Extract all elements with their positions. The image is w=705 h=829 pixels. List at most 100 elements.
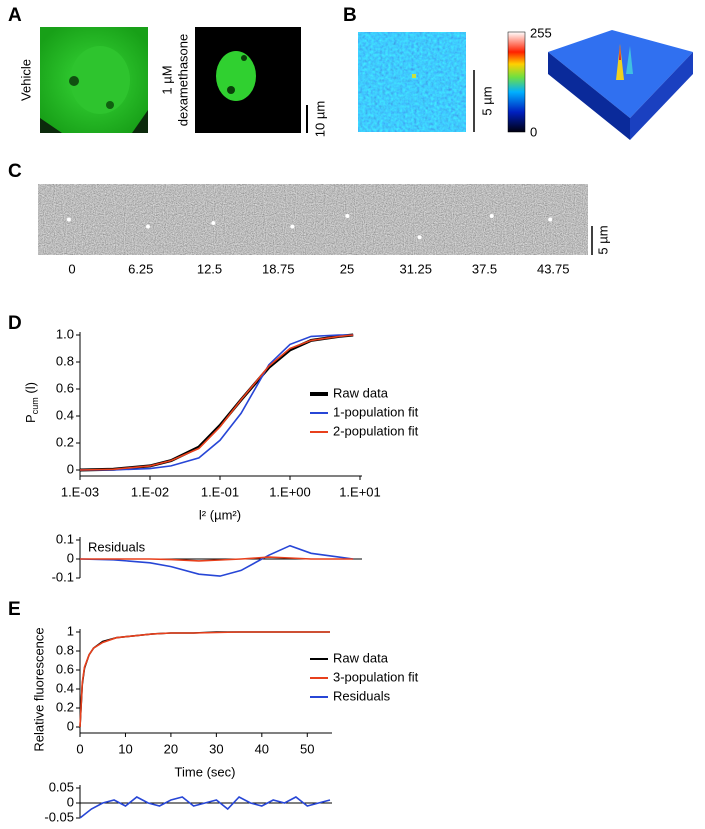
nucleus — [70, 46, 130, 114]
series-line — [79, 796, 331, 819]
surface-peak — [616, 44, 624, 80]
y-tick-label: 0 — [67, 461, 74, 476]
frame — [312, 183, 383, 256]
frame-time: 37.5 — [472, 261, 497, 276]
y-tick-label: 0.2 — [56, 699, 74, 714]
panel-label: B — [343, 5, 357, 26]
legend-label: 2-population fit — [333, 423, 419, 438]
frame — [37, 183, 108, 256]
frame-time: 43.75 — [537, 261, 570, 276]
frame — [106, 183, 176, 256]
x-axis-label: Time (sec) — [175, 764, 236, 779]
y-tick-label: 0.6 — [56, 661, 74, 676]
y-tick-label: 0.6 — [56, 380, 74, 395]
x-tick-label: 30 — [209, 741, 223, 756]
x-tick-label: 50 — [300, 741, 314, 756]
x-tick-label: 1.E-02 — [131, 484, 169, 499]
spot — [69, 76, 79, 86]
y-tick-label: 1.0 — [56, 326, 74, 341]
particle — [66, 217, 71, 222]
panel-label: A — [8, 5, 22, 26]
legend-label: Raw data — [333, 385, 389, 400]
heatmap — [358, 32, 466, 132]
frame-time: 0 — [68, 261, 75, 276]
legend-label: Raw data — [333, 650, 389, 665]
x-axis-label: l² (µm²) — [199, 507, 241, 522]
surface-side — [548, 52, 630, 140]
x-tick-label: 1.E+01 — [339, 484, 381, 499]
particle — [548, 217, 553, 222]
panel-label: D — [8, 313, 22, 334]
spot — [227, 86, 235, 94]
series-line — [79, 631, 330, 728]
frame — [450, 183, 520, 256]
frame-time: 12.5 — [197, 261, 222, 276]
legend-label: 3-population fit — [333, 669, 419, 684]
charts: 0 0.2 0.4 0.6 0.8 1.0 1.E-03 1.E-02 1.E-01 1.E+00… — [23, 326, 418, 824]
particle — [211, 221, 216, 226]
frame — [243, 183, 314, 256]
legend-label: 1-population fit — [333, 404, 419, 419]
series-line — [79, 333, 354, 472]
y-tick-label: 1 — [67, 623, 74, 638]
annotation: Residuals — [88, 539, 146, 554]
spot — [241, 55, 247, 61]
condition-label: Vehicle — [18, 59, 33, 101]
panel-label: E — [8, 599, 21, 620]
particle — [146, 224, 150, 229]
surface-peak — [626, 46, 633, 74]
colorbar — [507, 31, 526, 133]
y-tick-label: 0 — [67, 718, 74, 733]
y-axis-label-part: (l) — [23, 382, 38, 397]
colorbar-label: 0 — [530, 124, 537, 139]
frame — [518, 183, 589, 256]
y-axis-label: Relative fluorescence — [31, 627, 46, 751]
y-tick-label: 0.4 — [56, 407, 74, 422]
frame-time: 25 — [340, 261, 354, 276]
particle — [417, 235, 422, 240]
frame-time: 31.25 — [399, 261, 432, 276]
x-tick-label: 1.E-03 — [61, 484, 99, 499]
y-tick-label: 0.2 — [56, 434, 74, 449]
series-line — [79, 544, 354, 577]
legend-label: Residuals — [333, 688, 391, 703]
x-tick-label: 20 — [164, 741, 178, 756]
particle — [345, 213, 350, 218]
frame-time: 18.75 — [262, 261, 295, 276]
heatmap-spot — [412, 74, 416, 78]
scale-label: 5 µm — [595, 225, 610, 254]
condition-label: 1 µM — [159, 65, 174, 94]
scale-label: 5 µm — [479, 86, 494, 115]
y-axis-label-part: P — [23, 414, 38, 423]
series-line — [80, 556, 354, 562]
x-tick-label: 1.E-01 — [201, 484, 239, 499]
y-axis-label: Pcum (l) — [23, 382, 40, 423]
x-tick-label: 0 — [76, 741, 83, 756]
frame-time: 6.25 — [128, 261, 153, 276]
series-line — [79, 334, 354, 471]
y-tick-label: 0.8 — [56, 353, 74, 368]
particle — [489, 213, 494, 218]
nucleus — [216, 51, 256, 101]
condition-label: dexamethasone — [175, 34, 190, 127]
surface-peak — [619, 44, 621, 60]
particle — [290, 224, 295, 229]
y-tick-label: 0.1 — [56, 531, 74, 546]
frame — [381, 183, 451, 256]
y-tick-label: 0 — [67, 794, 74, 809]
frame-strip: 0 6.25 12.5 18.75 25 31.25 37.5 43.75 — [37, 183, 589, 276]
y-tick-label: -0.05 — [44, 809, 74, 824]
frame — [175, 183, 245, 256]
series-line — [79, 631, 330, 728]
y-axis-label-part: cum — [30, 397, 40, 414]
y-tick-label: 0.8 — [56, 642, 74, 657]
surface-side — [630, 52, 693, 140]
y-tick-label: 0.4 — [56, 680, 74, 695]
series-line — [79, 334, 354, 471]
x-tick-label: 1.E+00 — [269, 484, 311, 499]
panel-label: C — [8, 161, 22, 182]
x-tick-label: 40 — [255, 741, 269, 756]
y-tick-label: 0 — [67, 550, 74, 565]
y-tick-label: 0.05 — [49, 779, 74, 794]
